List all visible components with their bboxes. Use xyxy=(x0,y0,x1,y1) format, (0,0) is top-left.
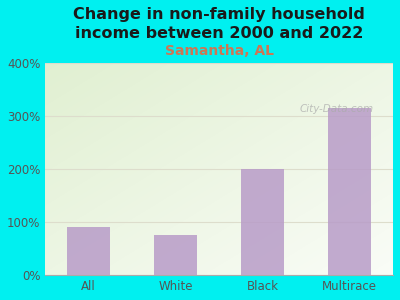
Text: Samantha, AL: Samantha, AL xyxy=(165,44,274,58)
Bar xyxy=(241,169,284,275)
Title: Change in non-family household
income between 2000 and 2022: Change in non-family household income be… xyxy=(73,7,365,40)
Bar xyxy=(328,108,371,275)
Bar xyxy=(67,227,110,275)
Text: City-Data.com: City-Data.com xyxy=(299,104,373,114)
Bar xyxy=(154,235,197,275)
